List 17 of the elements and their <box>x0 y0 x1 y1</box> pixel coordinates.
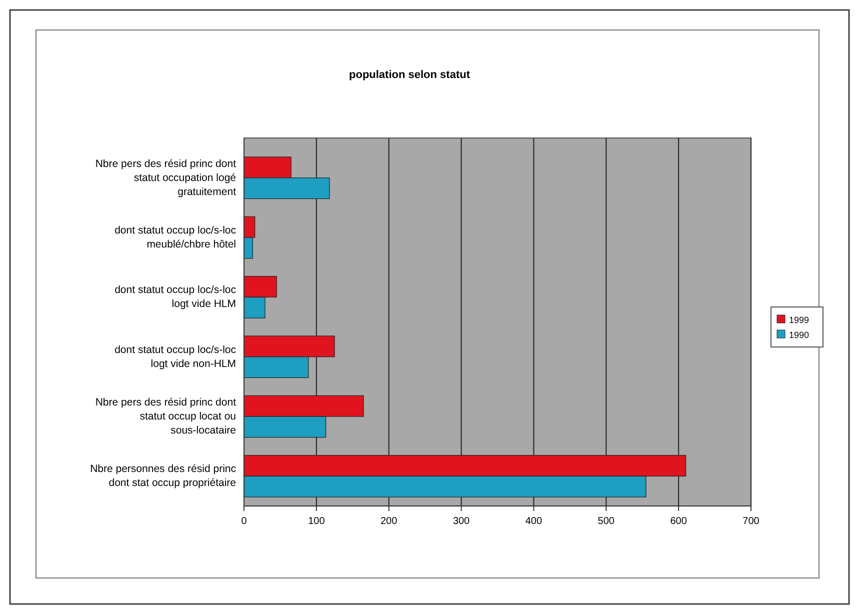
x-tick-label: 300 <box>452 516 470 527</box>
y-tick-label: dont statut occup loc/s-loc logt vide HLM <box>114 284 236 310</box>
y-tick-label: Nbre pers des résid princ dont statut occup locat ou sous-locataire <box>95 396 236 436</box>
legend-label: 1999 <box>789 315 810 325</box>
x-tick-label: 400 <box>525 516 542 527</box>
y-tick-label: dont statut occup loc/s-loc logt vide non-HLM <box>114 344 236 370</box>
x-tick-label: 200 <box>380 516 398 527</box>
y-tick-label: dont statut occup loc/s-loc meublé/chbre hôtel <box>114 224 236 250</box>
legend-label: 1990 <box>789 330 810 340</box>
x-tick-label: 600 <box>670 516 688 527</box>
y-tick-label: Nbre personnes des résid princ dont stat occup propriétaire <box>90 462 236 489</box>
x-tick-label: 500 <box>598 516 615 527</box>
y-tick-label: Nbre pers des résid princ dont statut occupation logé gratuitement <box>95 158 236 198</box>
chart-title: population selon statut <box>349 69 470 81</box>
x-tick-label: 700 <box>742 516 760 527</box>
x-tick-label: 100 <box>308 516 326 527</box>
x-tick-label: 0 <box>241 516 248 527</box>
